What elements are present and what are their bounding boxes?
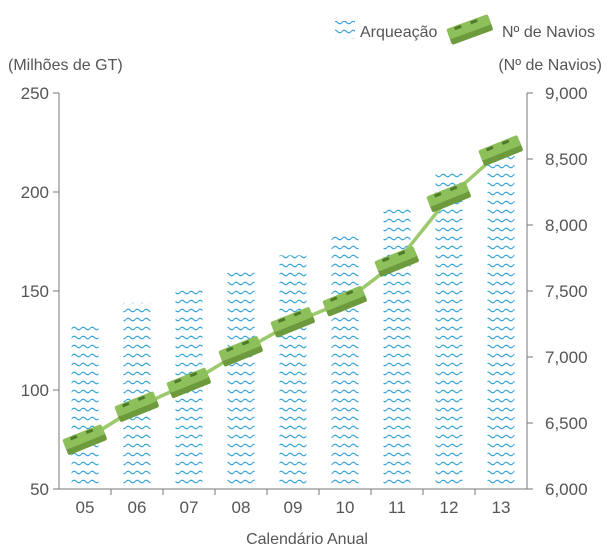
ship-marker-10 xyxy=(322,285,367,317)
y-right-ticks: 6,000 6,500 7,000 7,500 8,000 8,500 9,000 xyxy=(527,84,588,499)
bar-arqueacao-10 xyxy=(331,233,359,489)
x-ticks: 05 06 07 08 09 10 11 12 13 xyxy=(76,489,511,517)
x-tick-label-12: 12 xyxy=(440,498,459,517)
legend: Arqueação Nº de Navios xyxy=(335,14,595,45)
bar-arqueacao-12 xyxy=(435,172,463,489)
x-tick-label-08: 08 xyxy=(232,498,251,517)
y-right-tick-label: 6,000 xyxy=(545,480,588,499)
x-tick-label-05: 05 xyxy=(76,498,95,517)
x-tick-label-07: 07 xyxy=(180,498,199,517)
legend-label-navios: Nº de Navios xyxy=(502,24,595,41)
ship-marker-11 xyxy=(374,246,419,277)
legend-ship-icon xyxy=(446,14,493,45)
bar-arqueacao-13 xyxy=(487,148,515,489)
ship-markers xyxy=(62,135,523,455)
legend-swatch-arqueacao xyxy=(335,21,355,39)
ship-marker-08 xyxy=(218,336,263,367)
legend-label-arqueacao: Arqueação xyxy=(360,24,437,41)
ship-marker-06 xyxy=(114,391,159,422)
x-tick-label-10: 10 xyxy=(336,498,355,517)
y-left-tick-label: 100 xyxy=(21,381,49,400)
y-left-tick-label: 250 xyxy=(21,84,49,103)
y-right-tick-label: 9,000 xyxy=(545,84,588,103)
y-left-tick-label: 50 xyxy=(30,480,49,499)
x-tick-label-11: 11 xyxy=(388,498,406,517)
y-left-tick-label: 150 xyxy=(21,282,49,301)
ship-marker-07 xyxy=(166,367,211,399)
x-tick-label-06: 06 xyxy=(128,498,147,517)
y-right-tick-label: 7,500 xyxy=(545,282,588,301)
x-tick-label-09: 09 xyxy=(284,498,303,517)
y-right-tick-label: 8,000 xyxy=(545,216,588,235)
y-left-tick-label: 200 xyxy=(21,183,49,202)
y-right-axis-title: (Nº de Navios) xyxy=(498,57,602,74)
y-left-ticks: 50 100 150 200 250 xyxy=(21,84,59,499)
bar-arqueacao-08 xyxy=(227,269,255,489)
ship-marker-05 xyxy=(62,424,107,455)
bar-arqueacao-05 xyxy=(71,322,99,489)
x-tick-label-13: 13 xyxy=(492,498,511,517)
y-right-tick-label: 7,000 xyxy=(545,348,588,367)
x-axis-title: Calendário Anual xyxy=(246,531,368,546)
bar-arqueacao-09 xyxy=(279,255,307,489)
y-right-tick-label: 6,500 xyxy=(545,414,588,433)
bars xyxy=(71,148,515,490)
ship-marker-12 xyxy=(426,181,471,212)
ship-marker-09 xyxy=(270,307,315,338)
y-right-tick-label: 8,500 xyxy=(545,150,588,169)
y-left-axis-title: (Milhões de GT) xyxy=(8,57,123,74)
ship-marker-13 xyxy=(478,135,523,166)
